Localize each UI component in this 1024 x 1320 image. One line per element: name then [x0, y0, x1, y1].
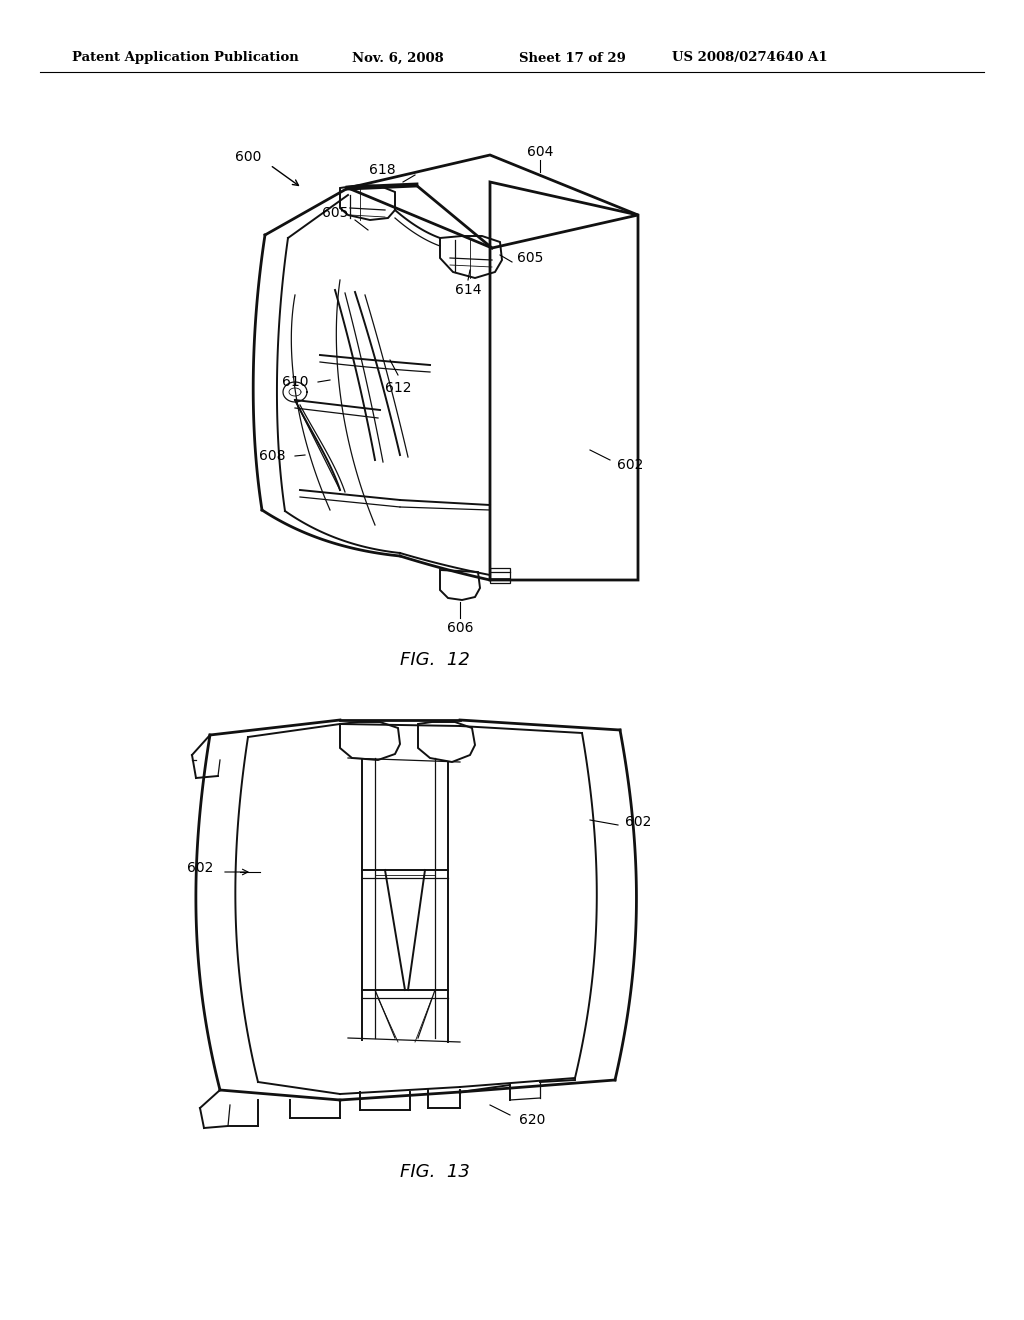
Text: 604: 604 — [526, 145, 553, 158]
Text: 602: 602 — [616, 458, 643, 473]
Text: 614: 614 — [455, 282, 481, 297]
Text: FIG.  12: FIG. 12 — [400, 651, 470, 669]
Text: 612: 612 — [385, 381, 412, 395]
Text: Sheet 17 of 29: Sheet 17 of 29 — [519, 51, 626, 65]
Text: 606: 606 — [446, 620, 473, 635]
Text: Patent Application Publication: Patent Application Publication — [72, 51, 299, 65]
Text: 610: 610 — [282, 375, 308, 389]
Text: 618: 618 — [369, 162, 395, 177]
Text: 602: 602 — [625, 814, 651, 829]
Text: 602: 602 — [186, 861, 213, 875]
Text: 605: 605 — [517, 251, 543, 265]
Text: 605: 605 — [322, 206, 348, 220]
Text: Nov. 6, 2008: Nov. 6, 2008 — [352, 51, 443, 65]
Text: FIG.  13: FIG. 13 — [400, 1163, 470, 1181]
Text: 620: 620 — [519, 1113, 545, 1127]
Text: 600: 600 — [234, 150, 261, 164]
Text: US 2008/0274640 A1: US 2008/0274640 A1 — [672, 51, 827, 65]
Text: 608: 608 — [259, 449, 286, 463]
